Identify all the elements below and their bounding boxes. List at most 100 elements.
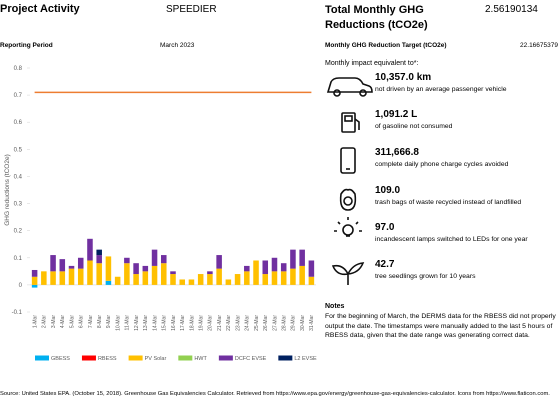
x-tick-label: 26-Mar: [263, 315, 269, 331]
y-axis-label: GHG reductions (tCO2e): [4, 154, 11, 226]
x-tick-label: 30-Mar: [300, 315, 306, 331]
x-tick-label: 24-Mar: [245, 315, 251, 331]
legend-label: RBESS: [98, 356, 117, 362]
bar-segment: [262, 274, 269, 285]
bar-segment: [271, 257, 278, 272]
bar-segment: [225, 279, 232, 285]
legend-swatch: [278, 355, 293, 361]
bar-segment: [299, 249, 305, 266]
x-tick-label: 27-Mar: [272, 315, 278, 331]
bar-segment: [280, 271, 287, 285]
bar-segment: [142, 271, 149, 285]
legend-label: GBESS: [51, 356, 70, 362]
legend-swatch: [218, 355, 233, 361]
x-tick-label: 20-Mar: [208, 315, 214, 331]
bar-segment: [133, 274, 139, 285]
legend-swatch: [128, 355, 143, 361]
bar-segment: [188, 279, 195, 285]
equivalent-value: 97.0: [375, 222, 395, 233]
bar-segment: [77, 257, 84, 269]
y-tick-label: -0.1: [12, 310, 23, 316]
legend-label: PV Solar: [145, 356, 167, 362]
x-tick-label: 23-Mar: [235, 315, 241, 331]
bar-segment: [290, 268, 296, 285]
bar-segment: [197, 274, 204, 285]
bar-segment: [41, 271, 47, 285]
source: Source: United States EPA. (October 15, …: [0, 391, 550, 397]
notes-text: For the beginning of March, the DERMS da…: [325, 313, 556, 340]
equivalent-value: 1,091.2 L: [375, 109, 418, 120]
x-tick-label: 31-Mar: [309, 315, 315, 331]
equivalent-text: not driven by an average passenger vehic…: [375, 86, 507, 93]
x-tick-label: 4-Mar: [60, 315, 66, 328]
x-tick-label: 10-Mar: [115, 315, 121, 331]
legend-label: DCFC EVSE: [235, 356, 267, 362]
bar-segment: [290, 249, 296, 269]
legend-label: L2 EVSE: [294, 356, 317, 362]
period-label: Reporting Period: [0, 42, 53, 49]
summary-title: Total Monthly GHG Reductions (tCO2e): [325, 4, 428, 31]
x-tick-label: 3-Mar: [51, 315, 57, 328]
bar-segment: [170, 274, 176, 285]
y-tick-label: 0.6: [14, 120, 23, 126]
x-tick-label: 8-Mar: [97, 315, 103, 328]
bar-segment: [124, 257, 130, 264]
x-tick-label: 14-Mar: [152, 315, 158, 331]
bar-segment: [280, 263, 287, 272]
bar-segment: [234, 274, 241, 285]
bar-segment: [50, 271, 56, 285]
y-tick-label: 0.3: [14, 202, 23, 208]
x-tick-label: 1-Mar: [32, 315, 38, 328]
x-tick-label: 6-Mar: [79, 315, 85, 328]
bar-segment: [96, 255, 102, 264]
bar-segment: [133, 263, 139, 275]
x-tick-label: 5-Mar: [69, 315, 75, 328]
fuel-icon: [341, 112, 360, 133]
bar-segment: [151, 249, 158, 266]
y-tick-label: 0.5: [14, 147, 23, 153]
phone-icon: [340, 147, 356, 174]
notes-title: Notes: [325, 303, 345, 310]
y-tick-label: 0: [19, 283, 23, 289]
bar-segment: [179, 279, 185, 285]
project-name: SPEEDIER: [166, 4, 217, 15]
bar-segment: [299, 265, 305, 285]
bar-segment: [253, 260, 259, 285]
equivalent-text: of gasoline not consumed: [375, 123, 453, 130]
bar-segment: [31, 276, 38, 285]
equivalent-value: 10,357.0 km: [375, 72, 432, 83]
x-tick-label: 17-Mar: [180, 315, 186, 331]
bar-segment: [170, 271, 176, 275]
bar-segment: [244, 265, 250, 272]
bar-segment: [207, 274, 213, 285]
x-tick-label: 22-Mar: [226, 315, 232, 331]
x-tick-label: 21-Mar: [217, 315, 223, 331]
bar-segment: [59, 271, 66, 285]
y-tick-label: 0.1: [14, 256, 23, 262]
x-tick-label: 29-Mar: [291, 315, 297, 331]
bar-segment: [31, 269, 38, 277]
bar-segment: [105, 256, 112, 281]
chart: -0.1 0 0.1 0.2 0.3 0.4 0.5 0.6 0.7 0.8 GHG reducti…: [4, 66, 317, 362]
bar-segment: [68, 268, 75, 285]
equivalent-value: 311,666.8: [375, 147, 419, 158]
equivalent-value: 109.0: [375, 185, 401, 196]
y-tick-label: 0.7: [14, 93, 23, 99]
bar-segment: [308, 276, 315, 285]
bar-segment: [161, 255, 167, 264]
x-tick-label: 18-Mar: [189, 315, 195, 331]
x-tick-label: 19-Mar: [198, 315, 204, 331]
bar-segment: [77, 268, 84, 285]
y-tick-label: 0.8: [14, 66, 23, 72]
title: Project Activity: [0, 3, 80, 15]
x-tick-label: 12-Mar: [134, 315, 140, 331]
legend-swatch: [81, 355, 96, 361]
bar-segment: [207, 271, 213, 275]
bar-segment: [216, 268, 222, 285]
equivalent-text: incandescent lamps switched to LEDs for …: [375, 236, 528, 243]
bar-segment: [262, 260, 269, 275]
x-tick-label: 2-Mar: [42, 315, 48, 328]
seedling-icon: [331, 262, 365, 285]
equivalent-text: trash bags of waste recycled instead of …: [375, 199, 522, 206]
